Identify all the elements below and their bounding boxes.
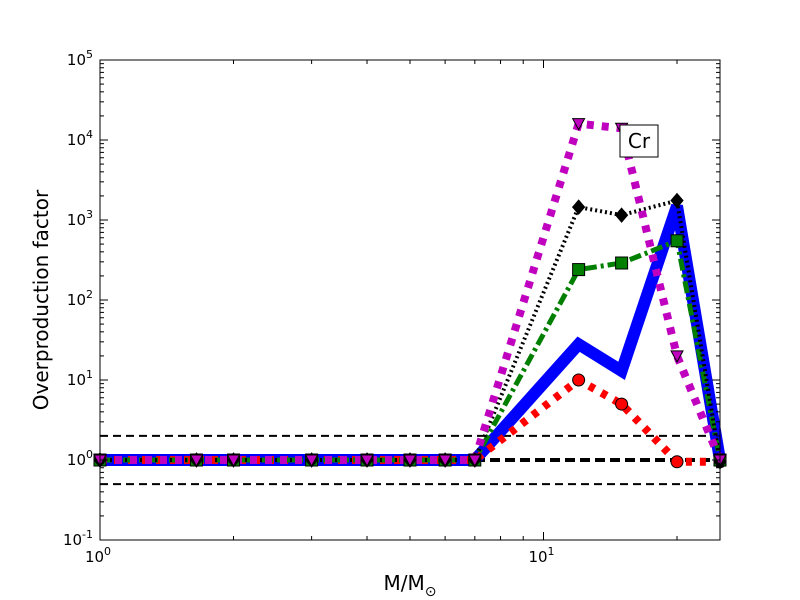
series-3-point: [572, 263, 586, 277]
y-tick-label: 100: [67, 448, 93, 469]
series-4-point: [614, 207, 629, 223]
y-tick-label: 10-1: [63, 528, 93, 549]
x-tick-label: 100: [85, 545, 111, 566]
series-5-point: [438, 454, 452, 468]
x-axis-label-main: M/M: [384, 571, 425, 595]
annotation-box: Cr: [619, 124, 659, 158]
series-5-point: [189, 454, 204, 468]
annotation-text: Cr: [628, 129, 651, 153]
series-4-point: [670, 192, 684, 209]
annotation-frame: [619, 124, 659, 158]
series-2-point: [572, 373, 586, 387]
series-markers: [93, 118, 727, 470]
series-5-point: [571, 118, 586, 131]
x-tick-label: 101: [528, 545, 554, 566]
y-tick-label: 102: [67, 288, 93, 309]
series-2-point: [615, 397, 629, 411]
y-axis-label: Overproduction factor: [29, 189, 53, 410]
series-5-point: [670, 350, 684, 363]
series-line-4: [100, 198, 722, 463]
y-tick-label: 104: [67, 128, 93, 149]
series-5-point: [467, 454, 482, 468]
series-4-point: [571, 199, 586, 215]
y-tick-label: 101: [67, 368, 93, 389]
series-3-point: [670, 234, 684, 248]
series-line-3: [100, 237, 723, 463]
series-2-point: [670, 455, 684, 469]
series-5-point: [304, 454, 319, 468]
series-3-point: [615, 256, 629, 270]
y-tick-label: 103: [67, 208, 93, 229]
x-axis-label-symbol: ⊙: [425, 584, 437, 600]
x-axis-label: M/M⊙: [384, 571, 437, 600]
series-5-point: [226, 454, 241, 468]
series-5-point: [403, 454, 417, 468]
series-5-point: [360, 454, 374, 468]
y-tick-label: 105: [67, 48, 93, 69]
